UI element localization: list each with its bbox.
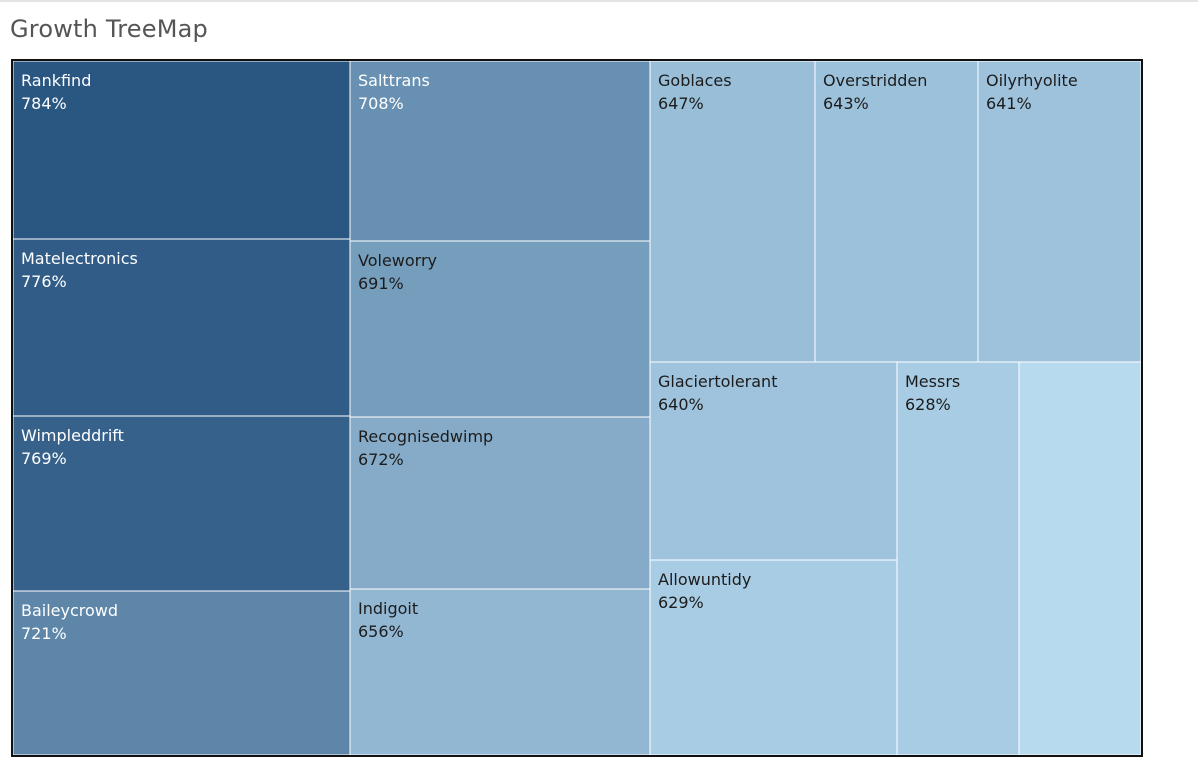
page-title: Growth TreeMap xyxy=(10,15,208,43)
treemap-cell-name: Goblaces xyxy=(658,71,732,90)
treemap-cell-salttrans[interactable] xyxy=(349,61,651,242)
treemap-cell-glaciertolerant[interactable] xyxy=(649,361,898,561)
treemap-cell-name: Wimpleddrift xyxy=(21,426,124,445)
treemap-cell-name: Recognisedwimp xyxy=(358,427,493,446)
treemap-cell-value: 643% xyxy=(823,94,869,113)
treemap-cell-overstridden[interactable] xyxy=(814,61,979,363)
treemap-cell-name: Matelectronics xyxy=(21,249,138,268)
treemap-cell-recognisedwimp[interactable] xyxy=(349,416,651,590)
treemap-cell-value: 721% xyxy=(21,624,67,643)
treemap-frame: Rankfind 784% Matelectronics 776% Wimpleddri… xyxy=(11,59,1143,757)
treemap-cell-name: Glaciertolerant xyxy=(658,372,777,391)
treemap-cell-name: Overstridden xyxy=(823,71,927,90)
treemap-cell-rankfind[interactable] xyxy=(13,61,351,240)
treemap-cell-name: Allowuntidy xyxy=(658,570,751,589)
treemap-cell-oilyrhyolite[interactable] xyxy=(977,61,1141,363)
top-divider xyxy=(0,0,1198,2)
treemap-cell-unlabeled[interactable] xyxy=(1018,361,1141,755)
treemap-cell-matelectronics[interactable] xyxy=(13,238,351,417)
treemap-cell-indigoit[interactable] xyxy=(349,588,651,755)
treemap-cell-allowuntidy[interactable] xyxy=(649,559,898,755)
treemap-cell-name: Messrs xyxy=(905,372,960,391)
treemap-cell-value: 641% xyxy=(986,94,1032,113)
treemap-cell-value: 776% xyxy=(21,272,67,291)
treemap-cell-baileycrowd[interactable] xyxy=(13,590,351,755)
treemap-cell-value: 708% xyxy=(358,94,404,113)
treemap-cell-value: 647% xyxy=(658,94,704,113)
treemap-cell-goblaces[interactable] xyxy=(649,61,816,363)
treemap-cell-name: Indigoit xyxy=(358,599,418,618)
treemap-cell-value: 691% xyxy=(358,274,404,293)
treemap-cell-value: 640% xyxy=(658,395,704,414)
treemap-cell-value: 628% xyxy=(905,395,951,414)
treemap-cell-value: 672% xyxy=(358,450,404,469)
treemap-cell-value: 629% xyxy=(658,593,704,612)
treemap-cell-messrs[interactable] xyxy=(896,361,1020,755)
treemap-cell-value: 769% xyxy=(21,449,67,468)
treemap-cell-name: Baileycrowd xyxy=(21,601,118,620)
treemap-cell-name: Salttrans xyxy=(358,71,430,90)
treemap-cell-name: Voleworry xyxy=(358,251,437,270)
treemap-cell-wimpleddrift[interactable] xyxy=(13,415,351,592)
treemap-cell-value: 784% xyxy=(21,94,67,113)
treemap-chart: Rankfind 784% Matelectronics 776% Wimpleddri… xyxy=(13,61,1141,755)
treemap-cell-name: Oilyrhyolite xyxy=(986,71,1078,90)
treemap-cell-name: Rankfind xyxy=(21,71,91,90)
treemap-cell-value: 656% xyxy=(358,622,404,641)
